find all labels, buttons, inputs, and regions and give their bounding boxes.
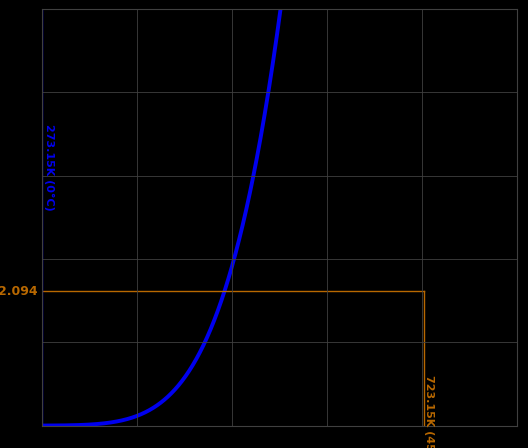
Text: 273.15K (0°C): 273.15K (0°C) (44, 124, 54, 211)
Text: 723.15K (450°C): 723.15K (450°C) (424, 375, 434, 448)
Text: 2.094: 2.094 (0, 285, 37, 298)
